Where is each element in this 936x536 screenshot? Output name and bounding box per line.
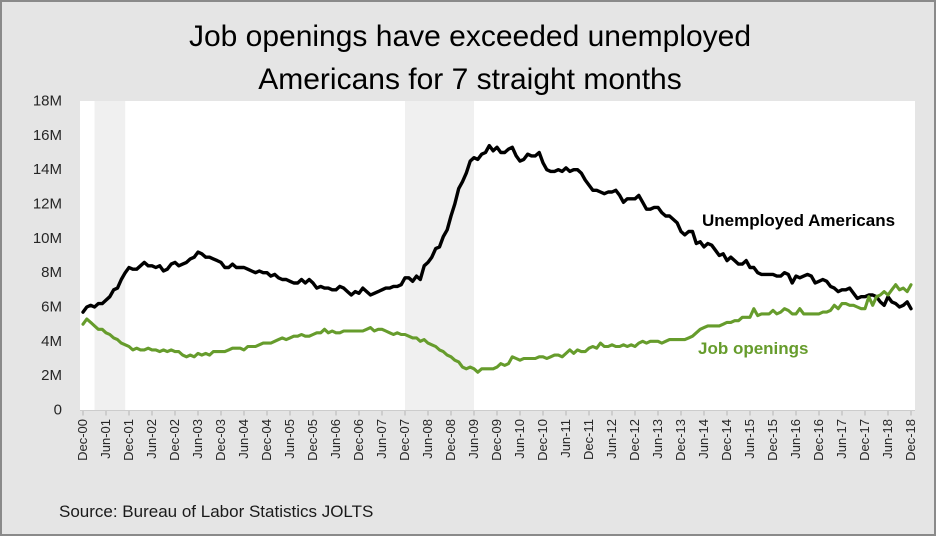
x-tick-label: Jun-02 xyxy=(144,419,159,459)
openings-series-label: Job openings xyxy=(698,339,809,358)
recession-shading xyxy=(94,101,474,410)
x-tick-label: Dec-10 xyxy=(535,419,550,461)
x-tick-label: Dec-00 xyxy=(75,419,90,461)
y-tick-label: 14M xyxy=(33,161,62,178)
y-tick-label: 8M xyxy=(41,264,62,281)
source-note: Source: Bureau of Labor Statistics JOLTS xyxy=(59,502,374,521)
chart-title: Job openings have exceeded unemployed Am… xyxy=(2,15,934,101)
x-tick-label: Jun-01 xyxy=(98,419,113,459)
y-tick-label: 10M xyxy=(33,230,62,247)
unemployed-line xyxy=(81,143,913,314)
x-tick-label: Jun-15 xyxy=(742,419,757,459)
x-tick-label: Jun-07 xyxy=(374,419,389,459)
x-tick-label: Dec-04 xyxy=(259,419,274,461)
x-tick-label: Dec-12 xyxy=(627,419,642,461)
y-tick-label: 2M xyxy=(41,367,62,384)
y-tick-label: 6M xyxy=(41,299,62,316)
x-tick-label: Jun-10 xyxy=(512,419,527,459)
y-tick-label: 0 xyxy=(54,402,62,419)
x-tick-label: Jun-09 xyxy=(466,419,481,459)
y-tick-label: 18M xyxy=(33,93,62,110)
x-axis-labels: Dec-00 Jun-01 Dec-01 Jun-02 Dec-02 Jun-03 Dec-… xyxy=(75,419,918,461)
x-tick-label: Jun-16 xyxy=(788,419,803,459)
x-tick-label: Dec-06 xyxy=(351,419,366,461)
x-tick-label: Dec-11 xyxy=(581,419,596,460)
x-tick-label: Jun-04 xyxy=(236,419,251,459)
x-tick-label: Dec-13 xyxy=(673,419,688,461)
x-tick-label: Jun-14 xyxy=(696,419,711,459)
plot-area xyxy=(80,101,915,410)
x-tick-label: Jun-17 xyxy=(834,419,849,459)
x-tick-label: Dec-03 xyxy=(213,419,228,461)
y-tick-label: 4M xyxy=(41,333,62,350)
openings-line xyxy=(81,283,913,374)
x-tick-label: Jun-08 xyxy=(420,419,435,459)
x-tick-label: Dec-02 xyxy=(167,419,182,461)
x-tick-label: Dec-08 xyxy=(443,419,458,461)
x-tick-label: Dec-18 xyxy=(903,419,918,461)
x-tick-label: Dec-17 xyxy=(857,419,872,461)
data-lines xyxy=(81,143,913,374)
y-axis-labels: 0 2M 4M 6M 8M 10M 12M 14M 16M 18M xyxy=(33,93,62,419)
recession-band xyxy=(94,101,126,410)
y-tick-label: 12M xyxy=(33,196,62,213)
x-axis xyxy=(80,410,915,416)
chart-title-line-2: Americans for 7 straight months xyxy=(258,63,682,96)
x-tick-label: Jun-18 xyxy=(880,419,895,459)
x-tick-label: Dec-05 xyxy=(305,419,320,461)
x-tick-label: Dec-14 xyxy=(719,419,734,461)
x-tick-label: Jun-13 xyxy=(650,419,665,459)
x-tick-label: Jun-12 xyxy=(604,419,619,459)
x-tick-label: Dec-16 xyxy=(811,419,826,461)
y-tick-label: 16M xyxy=(33,127,62,144)
x-tick-label: Jun-11 xyxy=(558,419,573,458)
x-tick-label: Dec-01 xyxy=(121,419,136,461)
recession-band xyxy=(405,101,474,410)
x-tick-label: Jun-03 xyxy=(190,419,205,459)
chart-title-line-1: Job openings have exceeded unemployed xyxy=(188,20,752,53)
unemployed-series-label: Unemployed Americans xyxy=(702,211,895,230)
x-tick-label: Dec-07 xyxy=(397,419,412,461)
x-tick-label: Dec-15 xyxy=(765,419,780,461)
x-tick-label: Jun-06 xyxy=(328,419,343,459)
x-tick-label: Jun-05 xyxy=(282,419,297,459)
x-tick-label: Dec-09 xyxy=(489,419,504,461)
